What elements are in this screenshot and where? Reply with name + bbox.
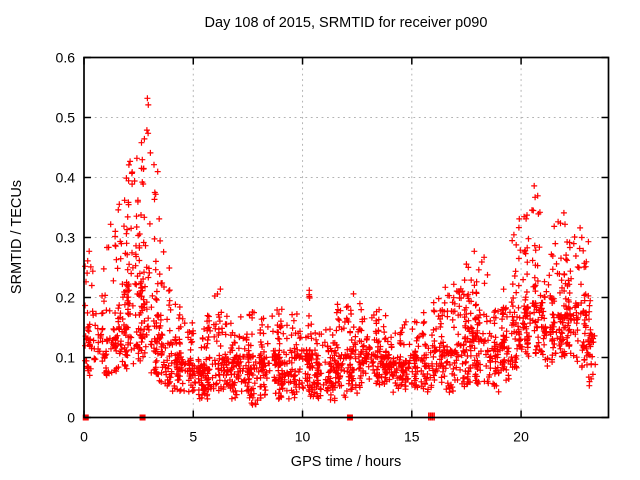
y-tick-label: 0.5 (56, 110, 76, 126)
zero-value-markers (82, 412, 435, 421)
scatter-series (82, 95, 599, 408)
grid-lines (84, 57, 609, 418)
x-axis-label: GPS time / hours (291, 454, 401, 470)
x-tick-label: 15 (404, 429, 420, 445)
y-tick-label: 0.6 (56, 50, 76, 66)
x-tick-label: 20 (513, 429, 529, 445)
x-tick-label: 10 (295, 429, 311, 445)
x-tick-label: 0 (80, 429, 88, 445)
y-tick-label: 0.2 (56, 290, 76, 306)
y-tick-label: 0 (67, 410, 75, 426)
y-tick-label: 0.1 (56, 350, 76, 366)
chart-title: Day 108 of 2015, SRMTID for receiver p09… (205, 15, 488, 31)
y-axis-label: SRMTID / TECUs (9, 180, 25, 294)
axis-tick-labels: 0 5 10 15 20 0 0.1 0.2 0.3 0.4 0.5 0.6 (56, 50, 530, 445)
x-tick-label: 5 (189, 429, 197, 445)
y-tick-label: 0.3 (56, 230, 76, 246)
axis-ticks (83, 56, 609, 419)
y-tick-label: 0.4 (56, 170, 76, 186)
plot-border (83, 56, 610, 419)
scatter-points (82, 95, 599, 408)
